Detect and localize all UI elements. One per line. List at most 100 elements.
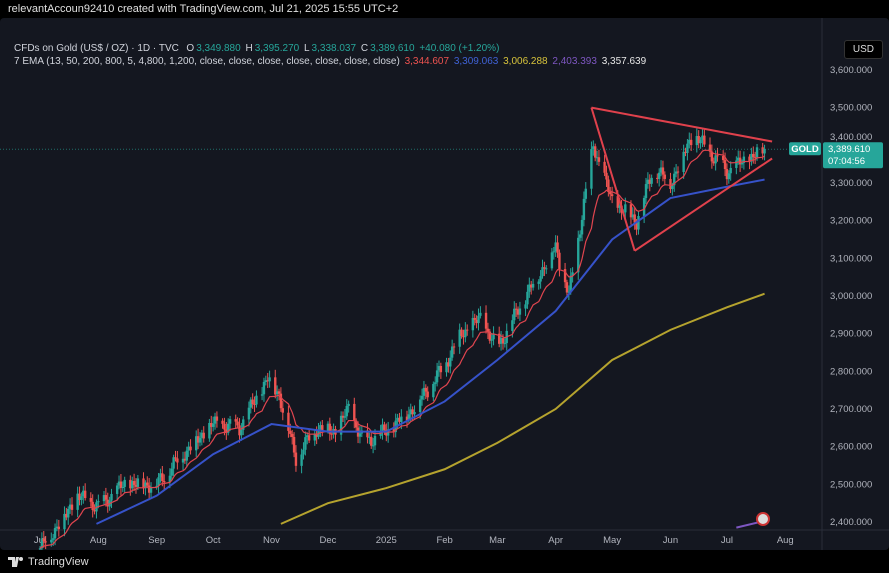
candle-body: [631, 214, 635, 218]
candle-body: [53, 528, 57, 539]
candle-body: [392, 429, 396, 433]
candle-body: [753, 157, 757, 159]
candle-body: [669, 178, 672, 190]
candle-body: [592, 146, 595, 150]
candle-body: [729, 167, 732, 174]
low-label: L: [303, 43, 310, 54]
candle-body: [656, 177, 659, 179]
candle-body: [424, 387, 428, 392]
price-chart[interactable]: 2,400.000 2,500.000 2,600.000 2,700.000 2,80…: [0, 18, 889, 556]
candle-body: [477, 315, 480, 324]
candle-body: [750, 153, 753, 162]
symbol-tag: [789, 142, 821, 156]
candle-body: [580, 219, 584, 235]
candle-body: [648, 179, 651, 184]
candle-body: [172, 457, 175, 469]
candle-body: [121, 486, 125, 489]
y-tick-label: 2,500.000: [830, 479, 872, 490]
candle-body: [326, 423, 330, 431]
candle-body: [413, 411, 416, 415]
ema800-value: 2,403.393: [552, 56, 597, 67]
candle-body: [157, 477, 160, 486]
candle-body: [475, 319, 478, 324]
candle-body: [488, 331, 491, 341]
x-tick-label: May: [603, 535, 621, 546]
candle-body: [396, 417, 399, 421]
candle-body: [221, 420, 224, 424]
candle-body: [159, 473, 162, 478]
candle-body: [748, 156, 751, 162]
candle-body: [168, 475, 172, 483]
candle-body: [445, 362, 448, 373]
triangle-trendline: [591, 106, 773, 143]
candle-body: [65, 513, 68, 518]
candle-body: [422, 387, 426, 396]
candle-body: [498, 333, 501, 344]
candle-body: [673, 173, 676, 186]
candle-body: [78, 493, 81, 500]
candle-body: [610, 194, 614, 197]
candle-body: [80, 496, 83, 500]
close-value: 3,389.610: [370, 43, 415, 54]
candle-body: [524, 304, 527, 309]
chart-pane[interactable]: CFDs on Gold (US$ / OZ) · 1D · TVC O 3,34…: [0, 18, 889, 556]
candle-body: [565, 282, 569, 293]
candle-body: [755, 147, 759, 158]
candle-body: [501, 338, 505, 344]
candle-body: [260, 394, 264, 396]
candle-body: [584, 188, 587, 199]
symbol-title: CFDs on Gold (US$ / OZ) · 1D · TVC: [14, 43, 179, 54]
candle-body: [228, 419, 232, 424]
candle-body: [740, 162, 744, 165]
candle-body: [381, 424, 384, 433]
candle-body: [240, 429, 243, 436]
currency-button[interactable]: USD: [843, 40, 883, 59]
tradingview-icon: [8, 557, 23, 567]
candle-body: [358, 433, 362, 437]
candle-body: [686, 143, 689, 153]
triangle-trendline: [634, 157, 773, 252]
candle-body: [539, 276, 542, 282]
candle-body: [339, 415, 343, 435]
candle-body: [379, 432, 382, 436]
y-tick-label: 3,300.000: [830, 178, 872, 189]
candle-body: [183, 458, 187, 461]
candle-body: [684, 151, 687, 153]
candle-body: [486, 328, 490, 332]
candle-body: [530, 284, 533, 288]
candle-body: [556, 242, 559, 253]
candle-body: [752, 153, 755, 158]
triangle-trendline: [590, 107, 636, 252]
candle-body: [213, 416, 217, 424]
candle-body: [624, 204, 627, 213]
low-value: 3,338.037: [311, 43, 357, 54]
candle-body: [132, 481, 136, 485]
candle-body: [236, 421, 239, 426]
candle-body: [518, 308, 522, 315]
candle-body: [371, 445, 375, 447]
candle-body: [582, 198, 586, 220]
candle-body: [466, 329, 469, 331]
candle-body: [185, 450, 188, 461]
candle-body: [723, 160, 727, 170]
countdown: 07:04:56: [828, 156, 865, 167]
y-tick-label: 3,200.000: [830, 216, 872, 227]
candle-body: [435, 370, 439, 383]
candle-body: [136, 478, 140, 487]
candle-body: [605, 172, 608, 180]
candle-body: [597, 157, 601, 162]
candle-body: [187, 446, 190, 451]
open-label: O: [186, 43, 195, 54]
candle-body: [147, 485, 151, 493]
candle-body: [629, 204, 633, 218]
candle-body: [223, 423, 226, 430]
candle-body: [307, 435, 311, 441]
candle-body: [110, 493, 113, 501]
candle-body: [281, 408, 284, 413]
candle-body: [541, 267, 544, 277]
candle-body: [306, 435, 309, 438]
x-tick-label: Jul: [721, 535, 733, 546]
candle-body: [725, 169, 729, 180]
candle-body: [674, 171, 678, 174]
x-tick-label: Feb: [436, 535, 452, 546]
